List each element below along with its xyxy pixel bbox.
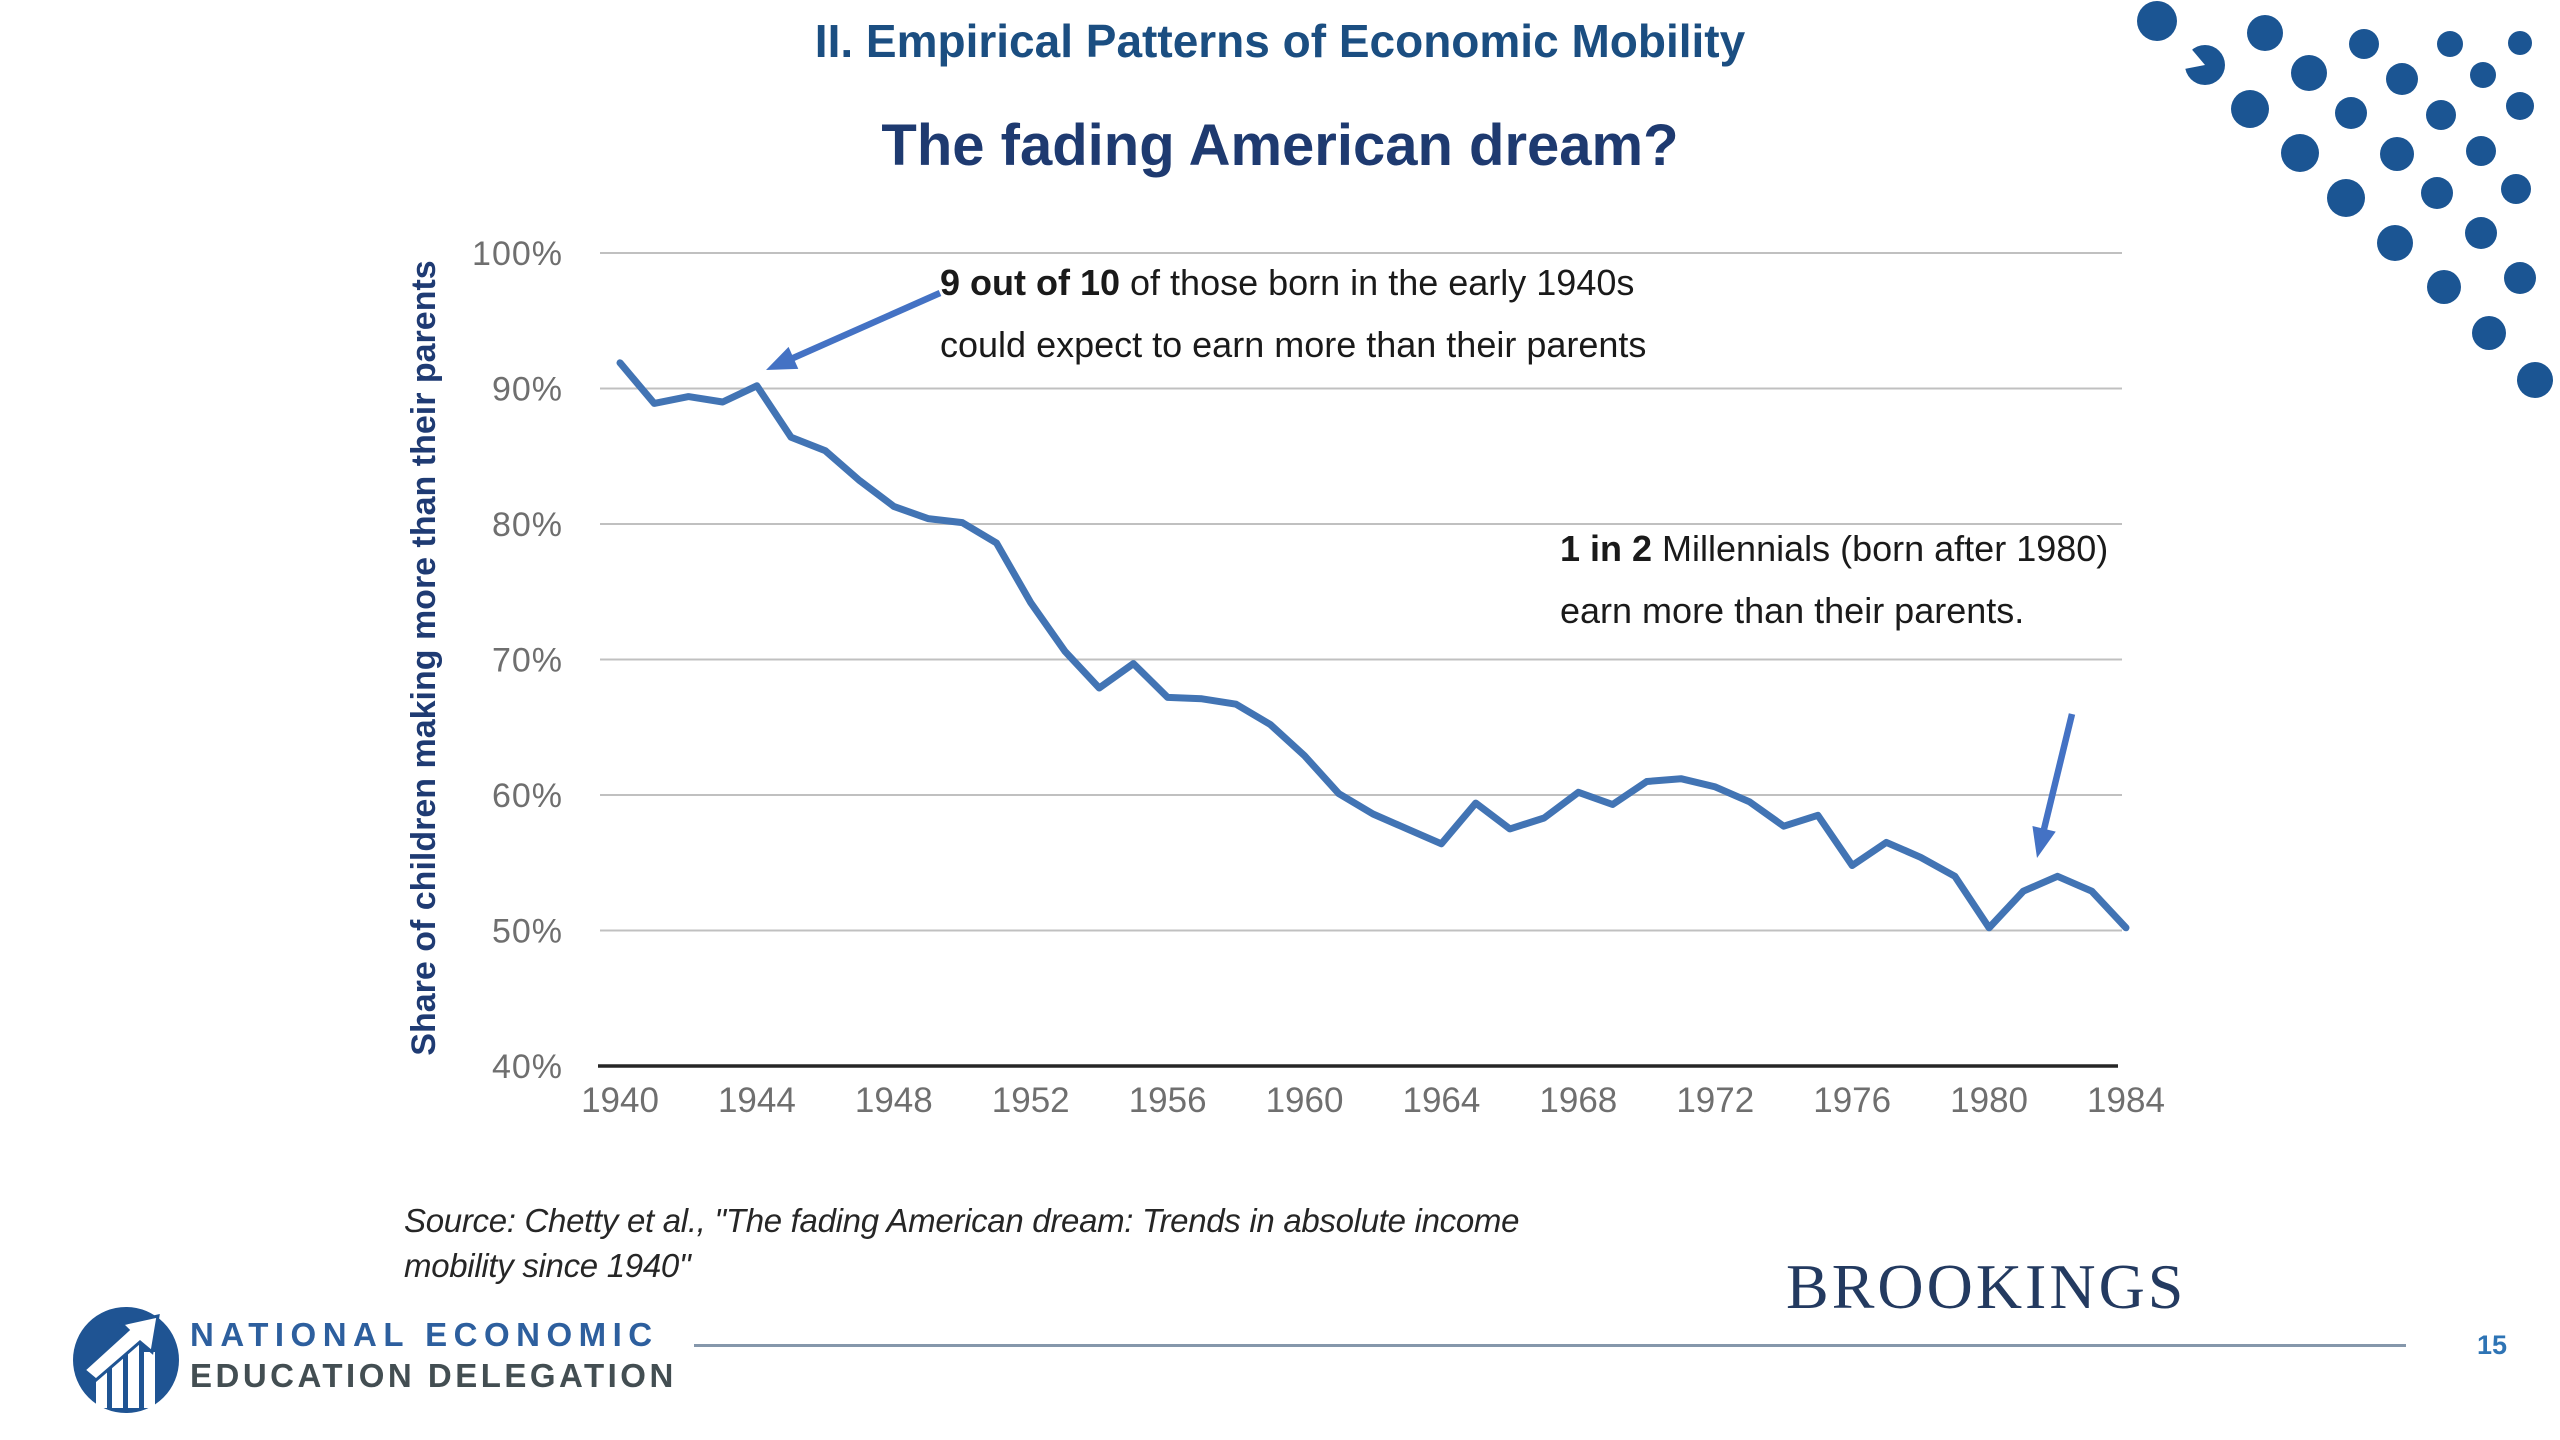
annotation-arrowhead-1: [766, 346, 799, 370]
decor-dot: [2377, 225, 2413, 261]
x-tick-label: 1948: [855, 1081, 933, 1120]
y-tick-label: 100%: [472, 235, 563, 273]
x-tick-label: 1984: [2087, 1081, 2165, 1120]
decor-dot: [2349, 29, 2379, 59]
need-wordmark-line1: NATIONAL ECONOMIC: [190, 1316, 659, 1353]
footer-divider: [694, 1344, 2406, 1347]
need-wordmark: NATIONAL ECONOMIC EDUCATION DELEGATION: [190, 1316, 677, 1395]
y-axis-title: Share of children making more than their…: [405, 260, 443, 1056]
decor-dot: [2470, 62, 2496, 88]
decor-dot: [2508, 31, 2532, 55]
decor-dot: [2465, 217, 2497, 249]
decor-dot: [2506, 92, 2534, 120]
decor-dot: [2291, 55, 2327, 91]
page-number: 15: [2476, 1330, 2508, 1360]
annotation-arrow-2: [2039, 713, 2076, 834]
annotation-millennials-bold: 1 in 2: [1560, 528, 1653, 569]
annotation-early-rest: of those born in the early 1940s: [1120, 262, 1635, 303]
y-tick-label: 60%: [492, 777, 563, 815]
y-tick-label: 50%: [492, 913, 563, 951]
annotation-millennials-line2: earn more than their parents.: [1560, 590, 2025, 631]
y-tick-label: 80%: [492, 506, 563, 544]
decor-dot: [2386, 63, 2418, 95]
source-line1: Source: Chetty et al., "The fading Ameri…: [404, 1202, 1520, 1239]
x-tick-label: 1956: [1129, 1081, 1207, 1120]
decor-dot: [2247, 15, 2283, 51]
x-tick-label: 1960: [1266, 1081, 1344, 1120]
annotation-millennials: 1 in 2 Millennials (born after 1980) ear…: [1560, 518, 2108, 642]
annotation-early-1940s: 9 out of 10 of those born in the early 1…: [940, 252, 1646, 376]
x-tick-label: 1976: [1813, 1081, 1891, 1120]
source-line2: mobility since 1940": [404, 1247, 691, 1284]
decor-dot: [2327, 179, 2365, 217]
y-tick-label: 40%: [492, 1048, 563, 1086]
need-logo-chart-arrow: [81, 1314, 160, 1408]
x-tick-label: 1980: [1950, 1081, 2028, 1120]
decor-dot: [2137, 1, 2177, 41]
need-logo: [73, 1307, 179, 1413]
decor-dot: [2427, 270, 2461, 304]
annotation-early-line2: could expect to earn more than their par…: [940, 324, 1647, 365]
decor-dot: [2426, 100, 2456, 130]
x-tick-label: 1944: [718, 1081, 796, 1120]
source-citation: Source: Chetty et al., "The fading Ameri…: [404, 1198, 1519, 1288]
decor-dot-notch: [2174, 39, 2205, 71]
dots-decoration: [2137, 1, 2553, 398]
annotation-millennials-rest: Millennials (born after 1980): [1652, 528, 2109, 569]
need-wordmark-line2: EDUCATION DELEGATION: [190, 1357, 677, 1394]
annotation-arrowhead-2: [2032, 826, 2056, 858]
page-title: II. Empirical Patterns of Economic Mobil…: [814, 15, 1746, 67]
annotation-early-bold: 9 out of 10: [940, 262, 1121, 303]
decor-dot: [2421, 177, 2453, 209]
decor-dot: [2281, 134, 2319, 172]
x-tick-label: 1968: [1539, 1081, 1617, 1120]
decor-dot: [2335, 97, 2367, 129]
decor-dot: [2231, 90, 2269, 128]
y-tick-label: 90%: [492, 371, 563, 409]
x-tick-label: 1940: [581, 1081, 659, 1120]
decor-dot: [2517, 362, 2553, 398]
decor-dot: [2501, 174, 2531, 204]
decor-dot: [2472, 316, 2506, 350]
y-tick-label: 70%: [492, 642, 563, 680]
x-tick-label: 1952: [992, 1081, 1070, 1120]
x-tick-label: 1964: [1403, 1081, 1481, 1120]
mobility-line: [616, 359, 2130, 932]
x-tick-label: 1972: [1676, 1081, 1754, 1120]
decor-dot: [2466, 136, 2496, 166]
brookings-logo: BROOKINGS: [1786, 1251, 2187, 1322]
decor-dot: [2437, 31, 2463, 57]
decor-dot: [2380, 137, 2414, 171]
annotation-arrow-1: [788, 290, 942, 363]
decor-dot: [2504, 262, 2536, 294]
chart-title: The fading American dream?: [881, 113, 1679, 178]
